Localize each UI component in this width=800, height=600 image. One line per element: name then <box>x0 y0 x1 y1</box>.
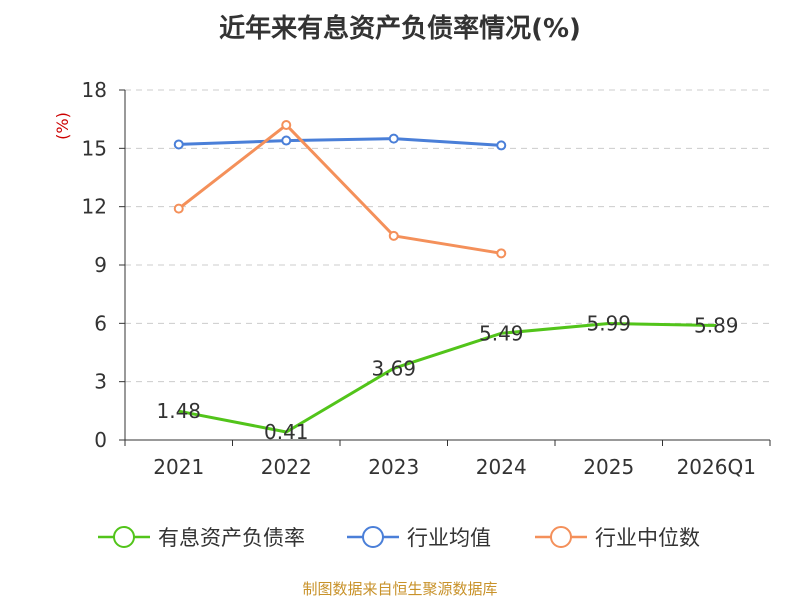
series-line-1 <box>178 322 717 434</box>
x-tick-label: 2023 <box>368 455 419 479</box>
legend-label: 行业均值 <box>407 526 491 550</box>
legend-label: 行业中位数 <box>595 526 700 550</box>
y-tick-label: 6 <box>94 311 107 335</box>
series-point-3 <box>173 203 184 214</box>
x-tick-label: 2022 <box>261 455 312 479</box>
series-point-2 <box>173 139 184 150</box>
series-point-3 <box>388 230 399 241</box>
x-tick-label: 2025 <box>583 455 634 479</box>
x-tick-label: 2021 <box>153 455 204 479</box>
y-tick-label: 18 <box>82 78 107 102</box>
data-label: 5.99 <box>586 312 631 336</box>
x-tick-label: 2024 <box>476 455 527 479</box>
y-tick-label: 9 <box>94 253 107 277</box>
data-label: 5.49 <box>479 321 524 345</box>
legend-swatch-marker <box>362 526 384 548</box>
y-tick-label: 12 <box>82 195 107 219</box>
y-tick-label: 15 <box>82 136 107 160</box>
chart-title: 近年来有息资产负债率情况(%) <box>219 14 581 44</box>
series-point-3 <box>496 248 507 259</box>
source-footer: 制图数据来自恒生聚源数据库 <box>302 580 498 598</box>
data-label: 5.89 <box>694 313 739 337</box>
series-line-3 <box>177 123 502 255</box>
legend-swatch-marker <box>550 526 572 548</box>
x-tick-label: 2026Q1 <box>677 455 756 479</box>
y-tick-label: 3 <box>94 370 107 394</box>
series-point-2 <box>496 140 507 151</box>
data-label: 3.69 <box>371 356 416 380</box>
y-axis-label: (%) <box>53 112 72 140</box>
data-label: 1.48 <box>156 399 201 423</box>
series-point-3 <box>281 120 292 130</box>
series-point-2 <box>388 133 399 144</box>
series-line-2 <box>178 137 502 147</box>
legend-label: 有息资产负债率 <box>158 526 305 550</box>
y-tick-label: 0 <box>94 428 107 452</box>
series-point-2 <box>281 135 292 146</box>
data-label: 0.41 <box>264 420 309 444</box>
legend-swatch-marker <box>113 526 135 548</box>
